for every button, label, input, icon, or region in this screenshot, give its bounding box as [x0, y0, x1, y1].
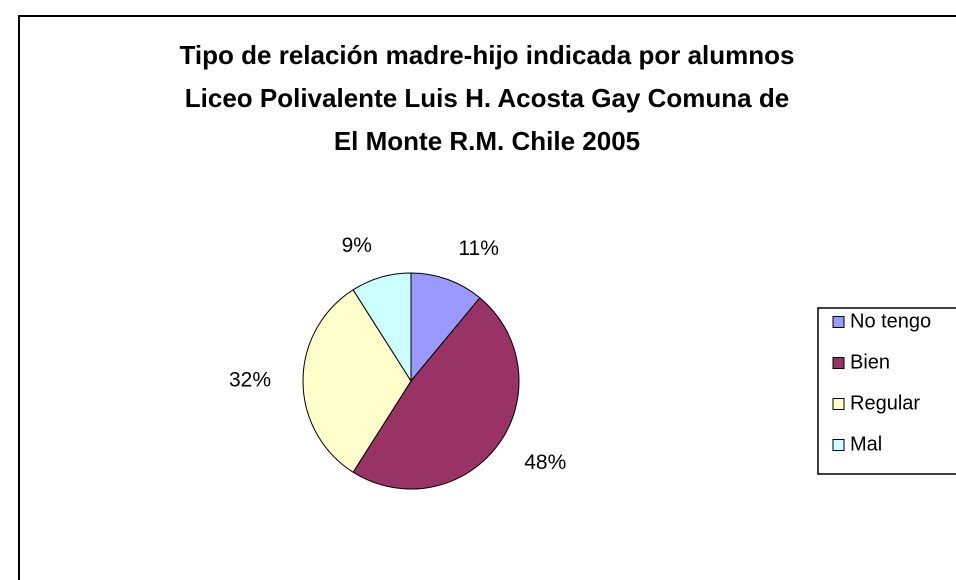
- pie-slice: [410, 272, 481, 383]
- legend-swatch: [832, 357, 845, 369]
- data-label: 11%: [458, 237, 498, 260]
- chart-title: Tipo de relación madre-hijo indicada por…: [180, 40, 795, 70]
- legend-swatch: [832, 398, 845, 410]
- data-label: 48%: [524, 451, 566, 474]
- legend-swatch: [832, 439, 845, 451]
- chart-title: Liceo Polivalente Luis H. Acosta Gay Com…: [185, 83, 789, 113]
- legend-label: Mal: [850, 433, 882, 455]
- legend-label: Bien: [850, 351, 890, 373]
- legend-label: Regular: [850, 392, 920, 414]
- legend-swatch: [832, 316, 845, 328]
- chart-title: El Monte R.M. Chile 2005: [334, 126, 640, 156]
- pie-slice: [352, 272, 412, 383]
- legend-label: No tengo: [850, 310, 931, 332]
- pie-slice: [352, 297, 520, 490]
- chart-border: [18, 15, 956, 580]
- data-label: 32%: [229, 369, 271, 392]
- data-label: 9%: [342, 234, 372, 257]
- pie-slice: [302, 289, 412, 473]
